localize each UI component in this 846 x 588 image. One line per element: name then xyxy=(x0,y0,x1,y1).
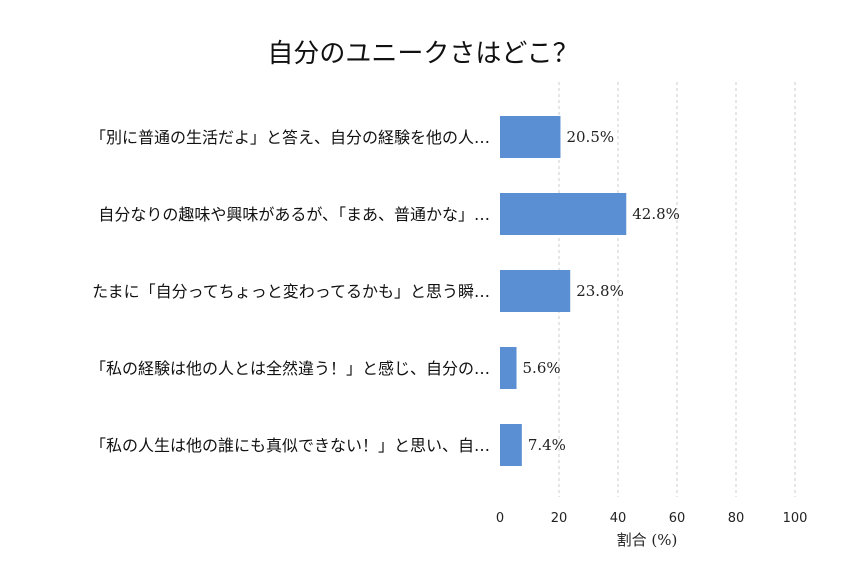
value-labels: 20.5% 42.8% 23.8% 5.6% 7.4% xyxy=(523,128,680,454)
x-tick-label-40: 40 xyxy=(610,511,627,526)
x-tick-label-80: 80 xyxy=(728,511,745,526)
bar-3 xyxy=(500,270,571,312)
bar-4 xyxy=(500,347,517,389)
chart-title: 自分のユニークさはどこ？ xyxy=(267,39,578,69)
value-label-1: 20.5% xyxy=(566,128,614,146)
category-label-3: たまに「自分ってちょっと変わってるかも」と思う瞬… xyxy=(92,282,490,301)
category-label-5: 「私の人生は他の誰にも真似できない！」と思い、自… xyxy=(90,436,490,455)
x-axis-ticks: 0 20 40 60 80 100 xyxy=(496,511,808,526)
x-tick-label-100: 100 xyxy=(783,511,808,526)
x-axis-label: 割合 (%) xyxy=(617,531,678,549)
bar-1 xyxy=(500,116,561,158)
category-label-4: 「私の経験は他の人とは全然違う！」と感じ、自分の… xyxy=(90,359,490,378)
category-label-1: 「別に普通の生活だよ」と答え、自分の経験を他の人… xyxy=(90,128,490,147)
x-tick-label-20: 20 xyxy=(551,511,568,526)
bar-2 xyxy=(500,193,627,235)
value-label-5: 7.4% xyxy=(528,436,566,454)
category-labels: 「別に普通の生活だよ」と答え、自分の経験を他の人… 自分なりの趣味や興味があるが、… xyxy=(90,128,490,455)
bar-5 xyxy=(500,424,522,466)
x-tick-label-60: 60 xyxy=(669,511,686,526)
category-label-2: 自分なりの趣味や興味があるが、「まあ、普通かな」… xyxy=(98,205,490,224)
value-label-2: 42.8% xyxy=(632,205,680,223)
value-label-3: 23.8% xyxy=(576,282,624,300)
value-label-4: 5.6% xyxy=(523,359,561,377)
x-tick-label-0: 0 xyxy=(496,511,504,526)
bars xyxy=(500,116,627,466)
